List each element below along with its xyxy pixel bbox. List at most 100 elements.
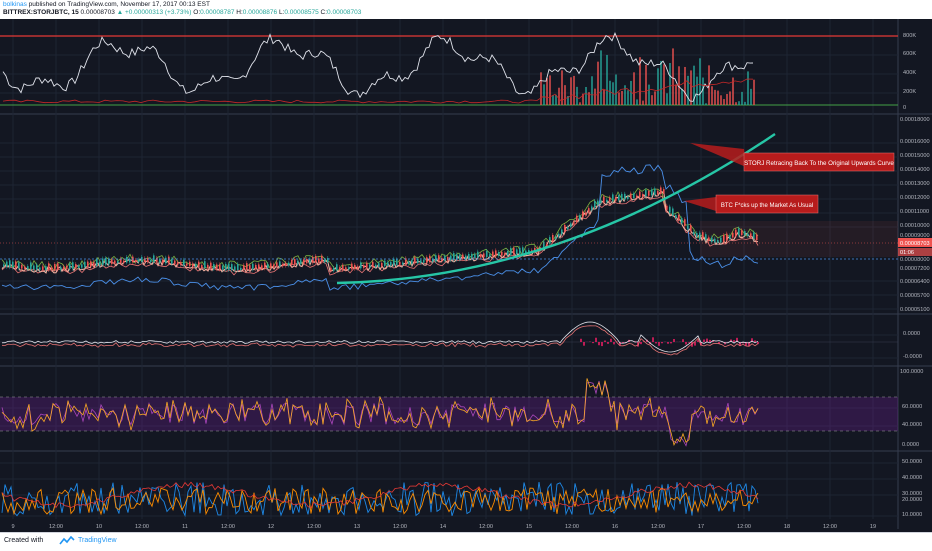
- candle-body: [234, 266, 236, 270]
- candle-body: [264, 263, 266, 269]
- candle-body: [228, 264, 230, 270]
- macd-hist-bar: [592, 342, 594, 343]
- candle-body: [231, 264, 233, 270]
- candle-body: [258, 264, 260, 269]
- candle-body: [357, 266, 359, 268]
- chart-area[interactable]: STORJ Retracing Back To the Original Upw…: [0, 19, 932, 532]
- time-axis-label: 9: [11, 524, 14, 530]
- high-value: 0.00008876: [243, 9, 277, 16]
- candle-body: [168, 257, 170, 264]
- tradingview-brand-link[interactable]: TradingView: [78, 537, 117, 544]
- candle-body: [441, 258, 443, 261]
- author-link[interactable]: bolkinas: [3, 1, 27, 8]
- volume-bar: [729, 91, 731, 105]
- candle-body: [303, 259, 305, 263]
- volume-bar: [636, 99, 638, 105]
- volume-axis-label: 600K: [903, 51, 916, 57]
- candle-body: [30, 262, 32, 269]
- candle-body: [444, 256, 446, 261]
- price-change: ▲ +0.00000313 (+3.73%): [117, 9, 192, 16]
- symbol-title[interactable]: BITTREX:STORJBTC, 15: [3, 9, 79, 16]
- volume-bar: [570, 77, 572, 105]
- candle-body: [270, 263, 272, 267]
- chart-canvas[interactable]: STORJ Retracing Back To the Original Upw…: [0, 19, 932, 532]
- candle-body: [360, 262, 362, 268]
- candle-body: [51, 267, 53, 269]
- volume-bar: [669, 63, 671, 105]
- tradingview-logo-icon[interactable]: [59, 536, 75, 546]
- candle-body: [495, 250, 497, 256]
- candle-body: [711, 238, 713, 243]
- macd-hist-bar: [598, 342, 600, 345]
- candle-body: [423, 260, 425, 263]
- volume-bar: [627, 90, 629, 105]
- candle-body: [519, 248, 521, 254]
- time-axis-label: 12:00: [221, 524, 235, 530]
- time-axis-label: 18: [784, 524, 790, 530]
- candle-body: [696, 233, 698, 237]
- volume-bar: [633, 72, 635, 105]
- candle-body: [693, 232, 695, 234]
- time-axis-label: 12:00: [393, 524, 407, 530]
- published-text: published on TradingView.com, November 1…: [29, 1, 210, 8]
- price-axis-label: 0.00016000: [900, 139, 930, 145]
- volume-bar: [747, 71, 749, 105]
- candle-body: [288, 263, 290, 266]
- candle-body: [141, 257, 143, 262]
- candle-body: [48, 263, 50, 270]
- candle-body: [411, 260, 413, 264]
- candle-body: [294, 259, 296, 264]
- volume-pane[interactable]: [0, 33, 898, 105]
- dmi-axis-label: 50.0000: [902, 459, 922, 465]
- candle-body: [189, 262, 191, 266]
- volume-bar: [564, 85, 566, 105]
- macd-hist-bar: [703, 340, 705, 342]
- candle-body: [18, 262, 20, 268]
- candle-body: [42, 266, 44, 270]
- candle-body: [192, 264, 194, 267]
- volume-axis-label: 800K: [903, 33, 916, 39]
- candle-body: [21, 265, 23, 269]
- candle-body: [498, 252, 500, 256]
- candle-body: [627, 197, 629, 199]
- candle-body: [438, 255, 440, 261]
- price-axis-label: 0.00015000: [900, 153, 930, 159]
- candle-body: [474, 254, 476, 258]
- candle-body: [483, 253, 485, 257]
- volume-bar: [681, 89, 683, 105]
- volume-bar: [573, 76, 575, 105]
- dmi-plus-line: [2, 482, 758, 516]
- candle-body: [108, 259, 110, 264]
- macd-hist-bar: [607, 342, 609, 344]
- candle-body: [639, 191, 641, 197]
- candle-body: [393, 259, 395, 266]
- candle-body: [708, 237, 710, 241]
- dmi-minus-line: [2, 488, 758, 514]
- candle-body: [195, 264, 197, 267]
- symbol-info: BITTREX:STORJBTC, 15 0.00008703 ▲ +0.000…: [3, 9, 361, 16]
- candle-body: [687, 226, 689, 229]
- volume-bar: [696, 77, 698, 105]
- candle-body: [297, 261, 299, 264]
- candle-body: [615, 197, 617, 201]
- volume-bar: [615, 74, 617, 105]
- macd-hist-bar: [661, 342, 663, 343]
- macd-pane[interactable]: [0, 322, 898, 355]
- candle-body: [90, 261, 92, 266]
- candle-body: [744, 231, 746, 235]
- candle-body: [123, 261, 125, 263]
- rsi-pane[interactable]: [0, 378, 898, 445]
- candle-body: [213, 264, 215, 269]
- candle-body: [657, 191, 659, 195]
- macd-hist-bar: [658, 342, 660, 346]
- dmi-pane[interactable]: [2, 482, 758, 516]
- candle-body: [564, 225, 566, 232]
- candle-body: [606, 200, 608, 202]
- candle-body: [732, 233, 734, 238]
- candle-body: [402, 263, 404, 265]
- candle-body: [738, 228, 740, 235]
- candle-body: [87, 262, 89, 267]
- candle-body: [351, 264, 353, 270]
- volume-bar: [552, 95, 554, 105]
